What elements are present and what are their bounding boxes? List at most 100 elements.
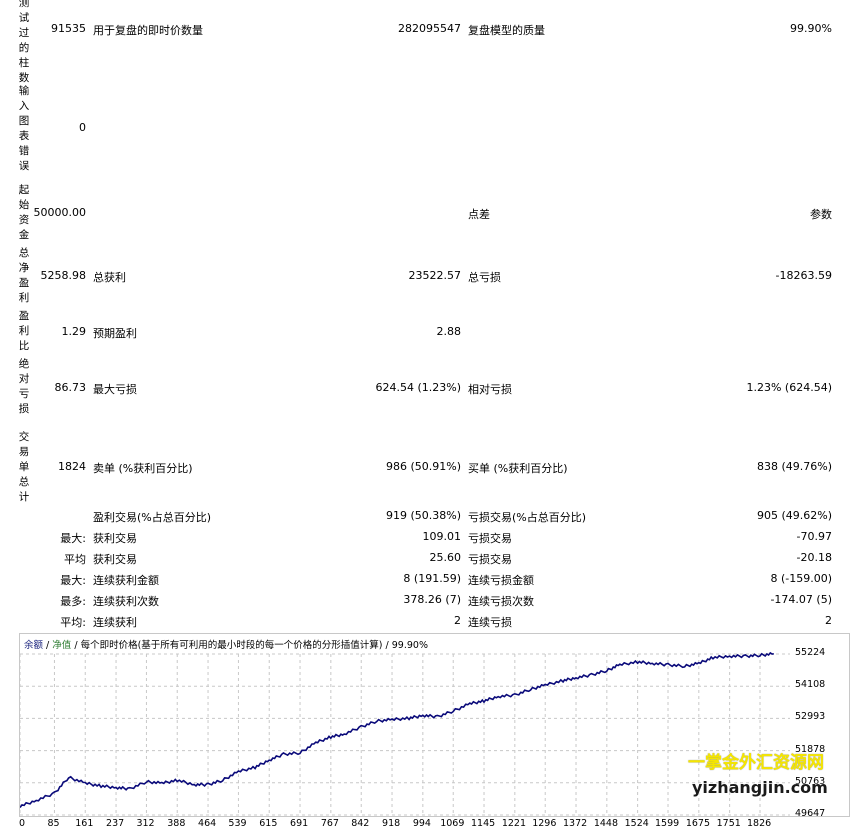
x-tick-label-6: 464 bbox=[198, 818, 217, 829]
profit-trades-value: 919 (50.38%) bbox=[385, 509, 461, 522]
x-tick-label-10: 767 bbox=[320, 818, 339, 829]
abs-drawdown-value: 86.73 bbox=[54, 381, 87, 394]
label-chart-errors: 输入图表错误 bbox=[18, 85, 30, 172]
gross-profit-value: 23522.57 bbox=[408, 269, 462, 282]
x-tick-label-16: 1221 bbox=[501, 818, 526, 829]
y-tick-label-0: 55224 bbox=[795, 647, 826, 658]
average-profit-value: 25.60 bbox=[429, 551, 462, 564]
watermark-line2: yizhangjin.com bbox=[692, 778, 828, 797]
short-positions-label: 卖单 (%获利百分比) bbox=[93, 462, 193, 475]
maximal-losses-value: -174.07 (5) bbox=[770, 593, 832, 606]
max-consec-losses-value: 8 (-159.00) bbox=[770, 572, 832, 585]
maximal-wins-value: 378.26 (7) bbox=[403, 593, 461, 606]
average-label: 平均 bbox=[64, 553, 86, 566]
x-tick-label-22: 1675 bbox=[685, 818, 710, 829]
x-tick-label-3: 237 bbox=[106, 818, 125, 829]
rel-drawdown-value: 1.23% (624.54) bbox=[746, 381, 832, 394]
avg-consec-wins-label: 连续获利 bbox=[93, 616, 137, 629]
legend-sep-3: / bbox=[385, 640, 389, 651]
x-tick-label-7: 539 bbox=[228, 818, 247, 829]
legend-sep-2: / bbox=[74, 640, 78, 651]
x-tick-label-13: 994 bbox=[412, 818, 431, 829]
largest-label: 最大: bbox=[60, 532, 86, 545]
balance-series-line-0 bbox=[20, 651, 774, 808]
average-loss-value: -20.18 bbox=[796, 551, 832, 564]
x-tick-label-24: 1826 bbox=[747, 818, 772, 829]
short-positions-value: 986 (50.91%) bbox=[385, 460, 461, 473]
model-quality-value: 99.90% bbox=[790, 22, 832, 35]
y-tick-label-4: 50763 bbox=[795, 775, 826, 787]
chart-header: 余额 / 净值 / 每个即时价格(基于所有可利用的最小时段的每一个价格的分形插值… bbox=[24, 637, 428, 651]
watermark-line1: 一掌金外汇资源网 bbox=[688, 753, 824, 773]
x-tick-label-0: 0 bbox=[19, 818, 26, 829]
x-tick-label-2: 161 bbox=[75, 818, 94, 829]
total-trades-value: 1824 bbox=[58, 460, 86, 473]
x-tick-label-4: 312 bbox=[136, 818, 155, 829]
x-tick-label-8: 615 bbox=[259, 818, 278, 829]
max-consec-losses-label: 连续亏损金额 bbox=[468, 574, 534, 587]
label-bars-tested: 测试过的柱数 bbox=[18, 0, 30, 84]
avg-consec-label: 平均: bbox=[60, 616, 86, 629]
loss-trades-label: 亏损交易(%占总百分比) bbox=[468, 511, 587, 524]
gross-profit-label: 总获利 bbox=[93, 271, 126, 284]
balance-chart: 余额 / 净值 / 每个即时价格(基于所有可利用的最小时段的每一个价格的分形插值… bbox=[19, 633, 850, 817]
ticks-value: 282095547 bbox=[398, 22, 461, 35]
max-consec-wins-value: 8 (191.59) bbox=[403, 572, 461, 585]
max-consec-wins-label: 连续获利金额 bbox=[93, 574, 159, 587]
profit-trades-label: 盈利交易(%占总百分比) bbox=[93, 511, 212, 524]
x-tick-label-1: 85 bbox=[47, 818, 60, 829]
watermark: 一掌金外汇资源网 yizhangjin.com bbox=[688, 748, 853, 797]
chart-quality: 99.90% bbox=[391, 640, 428, 651]
maximal-wins-label: 连续获利次数 bbox=[93, 595, 159, 608]
y-tick-label-3: 51878 bbox=[795, 743, 826, 755]
legend-equity: 净值 bbox=[52, 640, 72, 651]
x-tick-label-5: 388 bbox=[167, 818, 186, 829]
loss-trades-value: 905 (49.62%) bbox=[756, 509, 832, 522]
maximal-label: 最多: bbox=[60, 595, 86, 608]
x-tick-label-14: 1069 bbox=[440, 818, 465, 829]
gross-loss-label: 总亏损 bbox=[468, 271, 501, 284]
bars-value: 91535 bbox=[51, 22, 86, 35]
largest-loss-label: 亏损交易 bbox=[468, 532, 512, 545]
y-tick-label-1: 54108 bbox=[795, 679, 826, 691]
x-tick-label-17: 1296 bbox=[532, 818, 557, 829]
gross-loss-value: -18263.59 bbox=[775, 269, 832, 282]
x-tick-label-20: 1524 bbox=[624, 818, 649, 829]
balance-chart-svg bbox=[20, 651, 790, 816]
x-tick-label-11: 842 bbox=[351, 818, 370, 829]
max-consec-label: 最大: bbox=[60, 574, 86, 587]
maximal-losses-label: 连续亏损次数 bbox=[468, 595, 534, 608]
x-tick-label-9: 691 bbox=[290, 818, 309, 829]
label-profit-factor: 盈利比 bbox=[18, 310, 30, 352]
chart-errors-value: 0 bbox=[79, 121, 86, 134]
x-tick-label-18: 1372 bbox=[563, 818, 588, 829]
long-positions-label: 买单 (%获利百分比) bbox=[468, 462, 568, 475]
label-total-trades: 交易单总计 bbox=[18, 431, 30, 503]
x-tick-label-23: 1751 bbox=[716, 818, 741, 829]
spread-value: 参数 bbox=[810, 208, 832, 221]
x-tick-label-19: 1448 bbox=[593, 818, 618, 829]
label-net-profit: 总净盈利 bbox=[18, 247, 30, 304]
y-tick-label-5: 49647 bbox=[795, 808, 826, 819]
deposit-value: 50000.00 bbox=[33, 206, 87, 219]
chart-model-text: 每个即时价格(基于所有可利用的最小时段的每一个价格的分形插值计算) bbox=[80, 640, 383, 651]
max-drawdown-label: 最大亏损 bbox=[93, 383, 137, 396]
legend-sep-1: / bbox=[46, 640, 50, 651]
model-quality-label: 复盘模型的质量 bbox=[468, 24, 545, 37]
x-tick-label-12: 918 bbox=[382, 818, 401, 829]
avg-consec-wins-value: 2 bbox=[454, 614, 461, 627]
largest-profit-label: 获利交易 bbox=[93, 532, 137, 545]
expected-payoff-value: 2.88 bbox=[436, 325, 462, 338]
net-profit-value: 5258.98 bbox=[40, 269, 87, 282]
largest-profit-value: 109.01 bbox=[422, 530, 462, 543]
label-initial-deposit: 起始资金 bbox=[18, 184, 30, 241]
average-profit-label: 获利交易 bbox=[93, 553, 137, 566]
average-loss-label: 亏损交易 bbox=[468, 553, 512, 566]
rel-drawdown-label: 相对亏损 bbox=[468, 383, 512, 396]
spread-label: 点差 bbox=[468, 208, 490, 221]
expected-payoff-label: 预期盈利 bbox=[93, 327, 137, 340]
largest-loss-value: -70.97 bbox=[796, 530, 832, 543]
long-positions-value: 838 (49.76%) bbox=[756, 460, 832, 473]
ticks-label: 用于复盘的即时价数量 bbox=[93, 24, 203, 37]
avg-consec-losses-label: 连续亏损 bbox=[468, 616, 512, 629]
